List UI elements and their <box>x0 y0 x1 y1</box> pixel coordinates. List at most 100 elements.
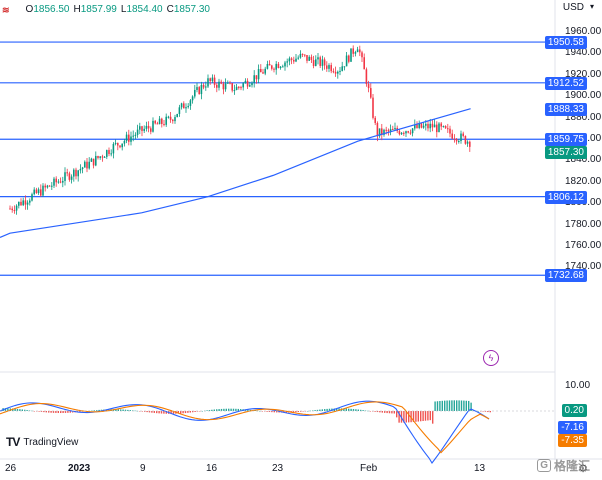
macd-histogram-bar <box>470 402 472 411</box>
macd-histogram-bar <box>439 401 441 411</box>
tradingview-wordmark: TradingView <box>23 436 79 448</box>
macd-histogram-bar <box>345 408 347 411</box>
candle-body <box>125 134 128 141</box>
candle-body <box>112 143 115 154</box>
macd-histogram-bar <box>326 408 328 411</box>
macd-histogram-bar <box>7 408 9 411</box>
macd-histogram-bar <box>427 411 429 421</box>
macd-histogram-bar <box>208 410 211 411</box>
candle-body <box>385 129 387 131</box>
candle-body <box>352 48 354 54</box>
high-label: H <box>73 4 81 15</box>
candle-body <box>77 170 79 177</box>
macd-histogram-bar <box>156 411 158 414</box>
macd-histogram-bar <box>302 411 304 412</box>
macd-histogram-bar <box>60 411 62 414</box>
macd-histogram-bar <box>247 409 249 411</box>
low-value: 1854.40 <box>126 4 163 15</box>
price-tick-label: 1900.00 <box>565 90 602 102</box>
candle-body <box>438 123 440 133</box>
macd-histogram-bar <box>48 411 50 413</box>
candle-body <box>29 200 31 203</box>
candle-body <box>141 126 143 131</box>
macd-histogram-bar <box>21 409 23 411</box>
candle-body <box>387 130 390 132</box>
candle-body <box>455 139 458 142</box>
candle-body <box>209 78 211 82</box>
candle-body <box>134 134 137 136</box>
macd-histogram-bar <box>422 411 424 422</box>
macd-histogram-bar <box>477 410 479 412</box>
candle-body <box>70 176 73 180</box>
candle-body <box>117 142 119 146</box>
candle-body <box>235 86 238 91</box>
macd-histogram-bar <box>319 409 321 411</box>
macd-histogram-bar <box>79 411 81 412</box>
candle-body <box>317 57 319 60</box>
candle-body <box>264 68 266 74</box>
candle-body <box>343 66 346 68</box>
macd-histogram-bar <box>444 400 446 411</box>
candle-body <box>86 161 88 169</box>
macd-histogram-bar <box>122 409 124 411</box>
candle-body <box>106 150 108 157</box>
macd-histogram-bar <box>261 411 263 412</box>
candle-body <box>330 65 332 72</box>
macd-histogram-bar <box>240 409 242 411</box>
tradingview-logo[interactable]: TV TradingView <box>6 432 78 452</box>
price-tag: 1806.12 <box>544 190 587 204</box>
candle-body <box>174 117 176 122</box>
lightning-icon[interactable]: ϟ <box>483 350 499 366</box>
candle-body <box>20 201 22 206</box>
macd-histogram-bar <box>16 408 19 411</box>
watermark-text: 格隆汇 <box>553 458 590 473</box>
macd-histogram-bar <box>45 411 47 413</box>
macd-histogram-bar <box>321 409 323 411</box>
symbol-icon[interactable]: ≋ <box>2 5 10 15</box>
price-tick-label: 1840.00 <box>565 154 602 166</box>
candle-body <box>11 208 13 211</box>
candle-body <box>372 97 374 118</box>
gear-icon[interactable]: ⚙ <box>578 463 588 475</box>
macd-histogram-bar <box>237 408 239 411</box>
candle-body <box>75 169 77 177</box>
candle-body <box>295 58 297 62</box>
macd-histogram-bar <box>129 410 131 411</box>
candle-body <box>306 55 308 61</box>
macd-histogram-bar <box>259 410 261 412</box>
time-tick-label: 26 <box>5 463 17 474</box>
candle-body <box>304 54 306 56</box>
candle-body <box>367 84 370 89</box>
high-value: 1857.99 <box>80 4 117 15</box>
price-tick-label: 1880.00 <box>565 111 602 123</box>
candle-body <box>167 116 170 118</box>
candle-body <box>233 90 236 92</box>
macd-histogram-bar <box>268 411 271 412</box>
macd-histogram-bar <box>194 411 196 412</box>
candle-body <box>449 128 451 134</box>
macd-histogram-bar <box>64 411 67 413</box>
macd-histogram-bar <box>482 411 484 412</box>
candle-body <box>323 59 326 66</box>
candle-body <box>130 136 132 142</box>
currency-selector[interactable]: USD <box>562 2 584 13</box>
candle-body <box>150 128 152 132</box>
macd-histogram-bar <box>182 411 184 414</box>
candle-body <box>37 189 40 194</box>
candle-body <box>431 123 434 128</box>
macd-histogram-bar <box>141 411 143 412</box>
candle-body <box>121 143 123 148</box>
macd-histogram-bar <box>465 400 467 411</box>
candle-body <box>57 181 60 183</box>
chevron-down-icon[interactable]: ▾ <box>589 2 594 11</box>
candle-body <box>359 49 361 53</box>
candle-body <box>205 86 207 88</box>
candle-body <box>123 140 126 144</box>
price-tick-label: 1760.00 <box>565 240 602 251</box>
candle-body <box>429 123 431 129</box>
macd-histogram-bar <box>348 408 350 411</box>
macd-histogram-bar <box>144 411 146 412</box>
candle-body <box>183 103 185 109</box>
macd-histogram-bar <box>424 411 427 421</box>
